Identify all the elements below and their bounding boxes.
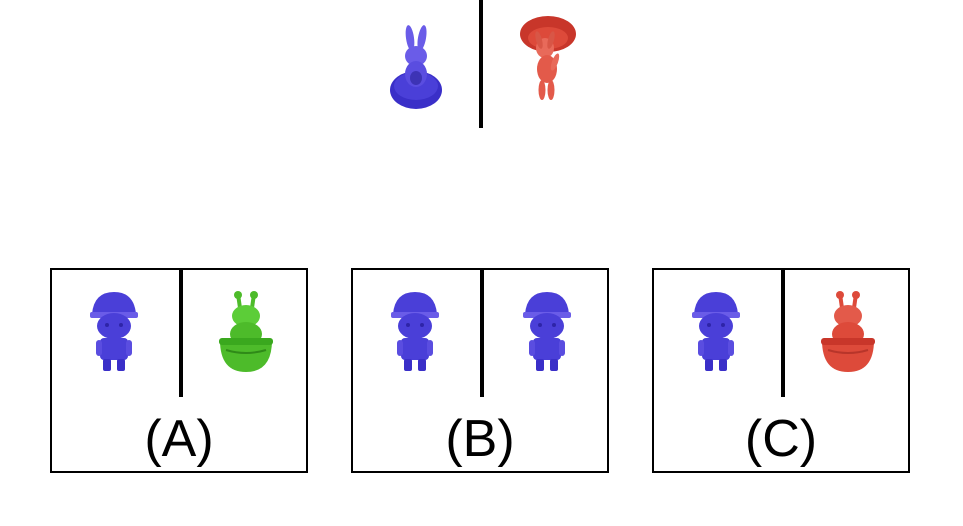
option-c-box[interactable]: (C) [652, 268, 910, 473]
top-divider-line [479, 0, 483, 128]
blue-boy-with-cap-icon [383, 290, 447, 376]
red-creature-in-bowl-icon [816, 290, 880, 376]
green-creature-in-bowl-icon [214, 290, 278, 376]
option-divider-line [179, 270, 183, 397]
blue-boy-with-cap-icon [82, 290, 146, 376]
blue-rabbit-on-disc-icon [386, 22, 446, 112]
option-a-box[interactable]: (A) [50, 268, 308, 473]
option-divider-line [480, 270, 484, 397]
option-label: (C) [744, 410, 818, 468]
option-b-box[interactable]: (B) [351, 268, 609, 473]
option-label: (A) [144, 410, 214, 468]
red-rabbit-with-hat-icon [518, 14, 578, 109]
option-label: (B) [445, 410, 515, 468]
blue-boy-with-cap-icon [684, 290, 748, 376]
blue-boy-with-cap-icon [515, 290, 579, 376]
option-divider-line [781, 270, 785, 397]
